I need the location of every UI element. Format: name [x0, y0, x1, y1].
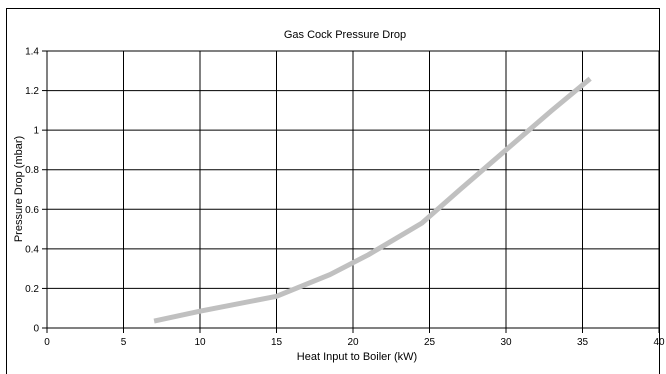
- y-tick-label-6: 1.2: [25, 86, 39, 97]
- x-tick-label-8: 40: [653, 337, 665, 348]
- x-axis-ticks: 0 5 10 15 20 25 30 35 40: [44, 328, 665, 348]
- grid: [47, 51, 659, 328]
- y-tick-label-0: 0: [33, 324, 39, 335]
- x-axis-label: Heat Input to Boiler (kW): [297, 351, 417, 363]
- x-tick-label-6: 30: [500, 337, 512, 348]
- y-tick-label-4: 0.8: [25, 165, 39, 176]
- series-group: [153, 76, 592, 324]
- chart-frame: [6, 8, 660, 374]
- y-tick-label-5: 1: [33, 126, 39, 137]
- y-tick-label-7: 1.4: [25, 47, 39, 58]
- y-tick-label-3: 0.6: [25, 205, 39, 216]
- x-tick-label-0: 0: [44, 337, 50, 348]
- x-tick-label-4: 20: [347, 337, 359, 348]
- x-tick-label-2: 10: [194, 337, 206, 348]
- x-tick-label-7: 35: [577, 337, 589, 348]
- x-tick-label-1: 5: [121, 337, 127, 348]
- y-axis-label: Pressure Drop (mbar): [13, 136, 25, 242]
- x-tick-label-5: 25: [424, 337, 436, 348]
- y-tick-label-2: 0.4: [25, 244, 39, 255]
- y-axis-ticks: 0 0.2 0.4 0.6 0.8 1 1.2 1.4: [25, 47, 47, 335]
- y-tick-label-1: 0.2: [25, 284, 39, 295]
- x-tick-label-3: 15: [271, 337, 283, 348]
- chart-title: Gas Cock Pressure Drop: [284, 29, 406, 41]
- series-line-0: [153, 76, 592, 324]
